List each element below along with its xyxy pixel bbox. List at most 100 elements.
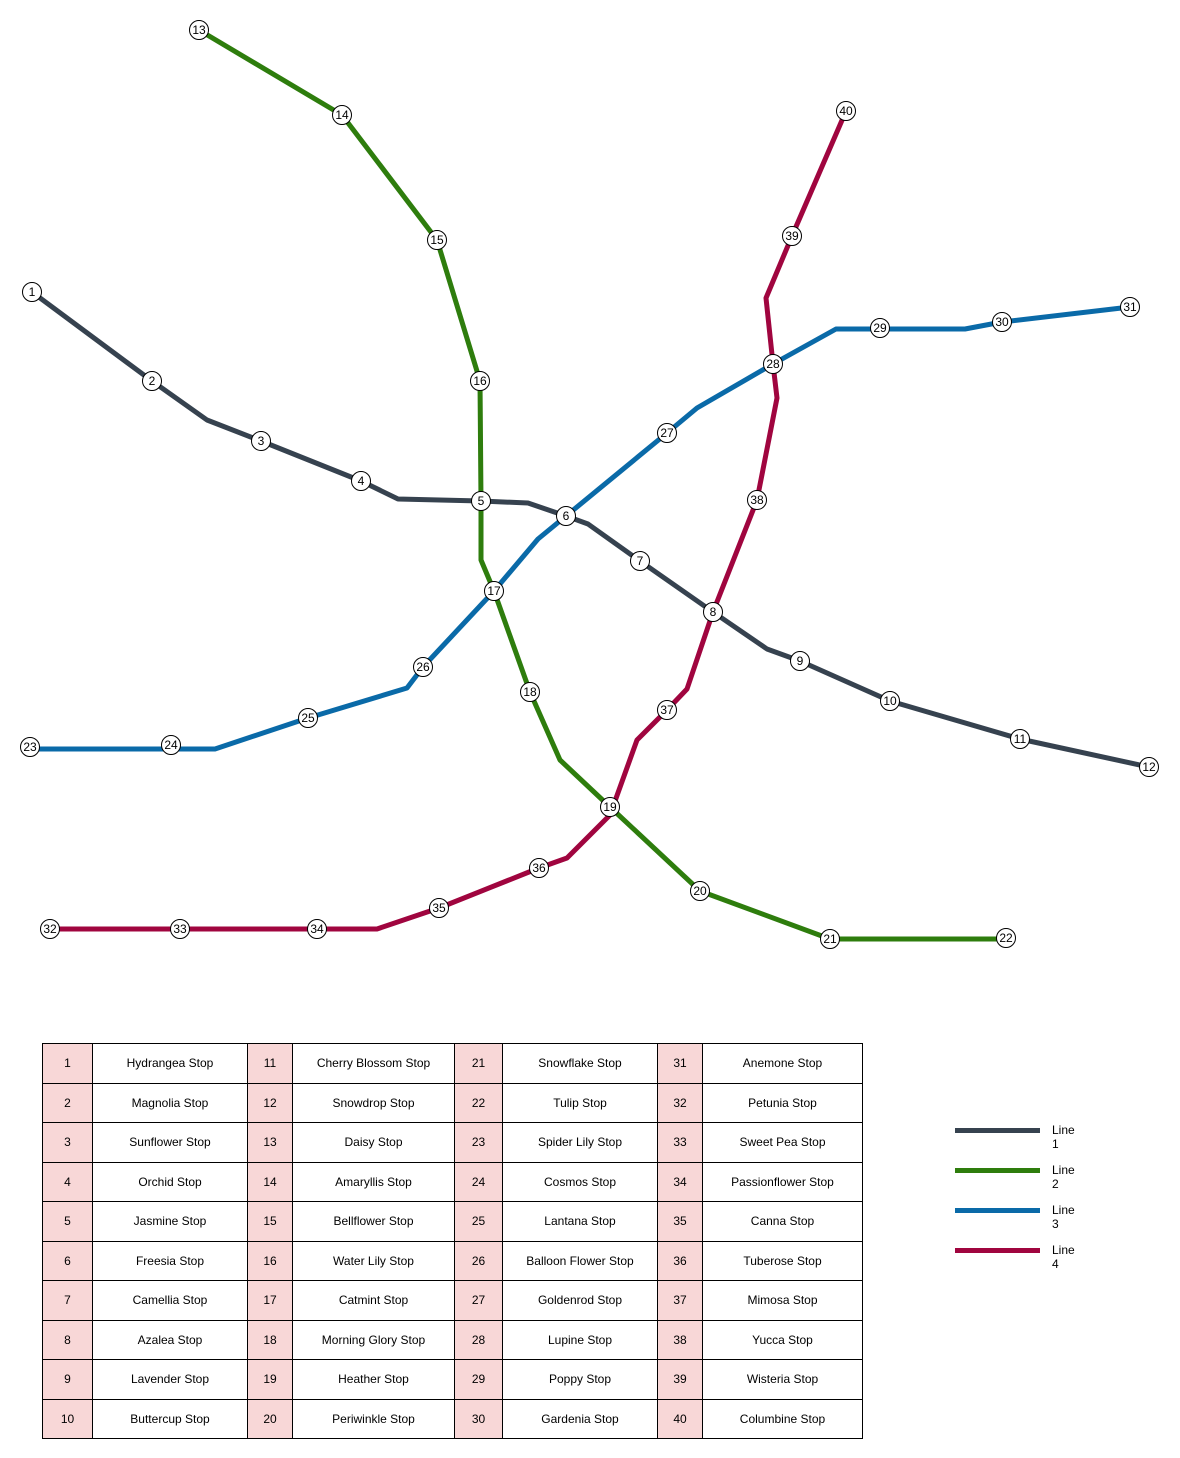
- station-circle[interactable]: [484, 581, 504, 601]
- station-circle[interactable]: [820, 929, 840, 949]
- station-marker-32[interactable]: 32: [40, 919, 60, 939]
- table-row: 5 Jasmine Stop 15 Bellflower Stop 25 Lantana …: [42, 1201, 863, 1242]
- station-circle[interactable]: [657, 700, 677, 720]
- station-circle[interactable]: [690, 881, 710, 901]
- station-number: 5: [478, 494, 485, 508]
- station-circle[interactable]: [142, 371, 162, 391]
- station-name-cell: Sunflower Stop: [92, 1122, 248, 1163]
- station-number-cell: 38: [657, 1319, 703, 1360]
- station-marker-24[interactable]: 24: [161, 735, 181, 755]
- station-marker-30[interactable]: 30: [992, 312, 1012, 332]
- station-circle[interactable]: [332, 105, 352, 125]
- station-marker-19[interactable]: 19: [600, 797, 620, 817]
- station-marker-3[interactable]: 3: [251, 431, 271, 451]
- station-marker-2[interactable]: 2: [142, 371, 162, 391]
- station-circle[interactable]: [251, 431, 271, 451]
- station-circle[interactable]: [992, 312, 1012, 332]
- station-marker-9[interactable]: 9: [790, 651, 810, 671]
- station-circle[interactable]: [556, 506, 576, 526]
- legend-swatch: [955, 1248, 1040, 1253]
- station-circle[interactable]: [520, 682, 540, 702]
- station-circle[interactable]: [880, 691, 900, 711]
- station-name-cell: Lupine Stop: [502, 1319, 658, 1360]
- station-circle[interactable]: [836, 101, 856, 121]
- table-row: 2 Magnolia Stop 12 Snowdrop Stop 22 Tulip Sto…: [42, 1082, 863, 1123]
- station-number-cell: 8: [42, 1319, 93, 1360]
- station-circle[interactable]: [40, 919, 60, 939]
- station-circle[interactable]: [307, 919, 327, 939]
- station-number-cell: 5: [42, 1201, 93, 1242]
- station-marker-23[interactable]: 23: [20, 737, 40, 757]
- station-marker-33[interactable]: 33: [170, 919, 190, 939]
- station-marker-36[interactable]: 36: [529, 858, 549, 878]
- station-number-cell: 31: [657, 1043, 703, 1084]
- station-marker-10[interactable]: 10: [880, 691, 900, 711]
- station-circle[interactable]: [189, 20, 209, 40]
- station-circle[interactable]: [427, 230, 447, 250]
- station-marker-26[interactable]: 26: [413, 657, 433, 677]
- station-marker-8[interactable]: 8: [703, 602, 723, 622]
- station-circle[interactable]: [471, 491, 491, 511]
- station-marker-20[interactable]: 20: [690, 881, 710, 901]
- station-marker-16[interactable]: 16: [470, 371, 490, 391]
- station-marker-28[interactable]: 28: [763, 354, 783, 374]
- station-marker-13[interactable]: 13: [189, 20, 209, 40]
- station-name-cell: Amaryllis Stop: [292, 1161, 455, 1202]
- station-circle[interactable]: [1010, 729, 1030, 749]
- station-circle[interactable]: [996, 928, 1016, 948]
- station-circle[interactable]: [529, 858, 549, 878]
- station-circle[interactable]: [782, 226, 802, 246]
- station-circle[interactable]: [1139, 757, 1159, 777]
- station-circle[interactable]: [429, 898, 449, 918]
- station-marker-29[interactable]: 29: [870, 318, 890, 338]
- station-marker-12[interactable]: 12: [1139, 757, 1159, 777]
- station-name-cell: Cherry Blossom Stop: [292, 1043, 455, 1084]
- station-circle[interactable]: [763, 354, 783, 374]
- station-number-cell: 1: [42, 1043, 93, 1084]
- station-marker-1[interactable]: 1: [22, 282, 42, 302]
- station-circle[interactable]: [20, 737, 40, 757]
- station-circle[interactable]: [703, 602, 723, 622]
- station-marker-37[interactable]: 37: [657, 700, 677, 720]
- station-marker-38[interactable]: 38: [747, 490, 767, 510]
- station-number: 6: [563, 509, 570, 523]
- station-marker-27[interactable]: 27: [657, 423, 677, 443]
- station-marker-40[interactable]: 40: [836, 101, 856, 121]
- station-marker-22[interactable]: 22: [996, 928, 1016, 948]
- station-marker-35[interactable]: 35: [429, 898, 449, 918]
- station-circle[interactable]: [870, 318, 890, 338]
- station-name-cell: Morning Glory Stop: [292, 1319, 455, 1360]
- station-circle[interactable]: [790, 651, 810, 671]
- station-number: 40: [839, 104, 853, 118]
- station-circle[interactable]: [161, 735, 181, 755]
- station-marker-39[interactable]: 39: [782, 226, 802, 246]
- station-marker-4[interactable]: 4: [351, 471, 371, 491]
- station-circle[interactable]: [657, 423, 677, 443]
- station-marker-31[interactable]: 31: [1120, 297, 1140, 317]
- station-circle[interactable]: [1120, 297, 1140, 317]
- station-circle[interactable]: [600, 797, 620, 817]
- station-marker-14[interactable]: 14: [332, 105, 352, 125]
- station-marker-21[interactable]: 21: [820, 929, 840, 949]
- station-marker-25[interactable]: 25: [298, 708, 318, 728]
- station-marker-34[interactable]: 34: [307, 919, 327, 939]
- station-circle[interactable]: [22, 282, 42, 302]
- station-circle[interactable]: [470, 371, 490, 391]
- station-name-cell: Catmint Stop: [292, 1280, 455, 1321]
- station-marker-11[interactable]: 11: [1010, 729, 1030, 749]
- station-marker-15[interactable]: 15: [427, 230, 447, 250]
- station-circle[interactable]: [413, 657, 433, 677]
- station-marker-18[interactable]: 18: [520, 682, 540, 702]
- station-name-cell: Freesia Stop: [92, 1240, 248, 1281]
- station-marker-6[interactable]: 6: [556, 506, 576, 526]
- route-line-1: [30, 289, 1150, 770]
- station-circle[interactable]: [351, 471, 371, 491]
- station-circle[interactable]: [747, 490, 767, 510]
- station-circle[interactable]: [170, 919, 190, 939]
- station-marker-7[interactable]: 7: [630, 551, 650, 571]
- station-marker-5[interactable]: 5: [471, 491, 491, 511]
- station-circle[interactable]: [630, 551, 650, 571]
- station-marker-17[interactable]: 17: [484, 581, 504, 601]
- station-name-cell: Balloon Flower Stop: [502, 1240, 658, 1281]
- station-circle[interactable]: [298, 708, 318, 728]
